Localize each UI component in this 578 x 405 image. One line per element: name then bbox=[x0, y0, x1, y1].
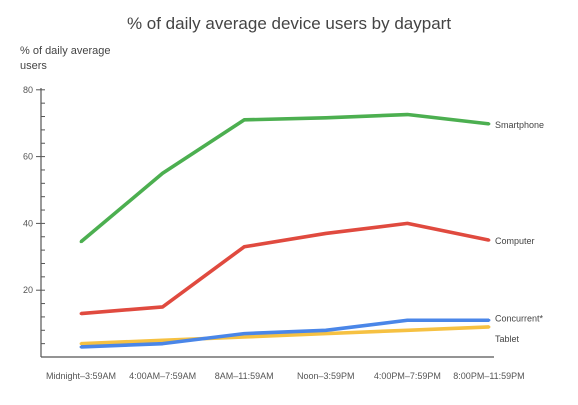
axes: 20 40 60 80 Midnight–3:59AM 4:00AM–7:59AM 8AM–… bbox=[23, 85, 525, 381]
data-point bbox=[324, 116, 328, 120]
x-tick-label: 4:00AM–7:59AM bbox=[129, 371, 196, 381]
x-tick-label: 8:00PM–11:59PM bbox=[453, 371, 524, 381]
series-line-smartphone bbox=[79, 112, 490, 244]
data-point bbox=[487, 122, 491, 126]
data-point bbox=[406, 328, 409, 332]
series-label: Tablet bbox=[495, 334, 520, 344]
y-tick-label: 20 bbox=[23, 285, 33, 295]
x-tick-label: Midnight–3:59AM bbox=[46, 371, 116, 381]
y-tick-label: 60 bbox=[23, 152, 33, 162]
data-point bbox=[161, 342, 165, 346]
data-point bbox=[487, 325, 491, 329]
chart-title: % of daily average device users by daypa… bbox=[126, 14, 452, 33]
x-tick-label: Noon–3:59PM bbox=[297, 371, 355, 381]
data-point bbox=[79, 342, 83, 346]
data-point bbox=[242, 245, 246, 249]
x-tick-label: 8AM–11:59AM bbox=[215, 371, 274, 381]
y-tick-label: 40 bbox=[23, 218, 33, 228]
data-point bbox=[324, 332, 328, 336]
data-point bbox=[79, 312, 83, 315]
data-point bbox=[324, 328, 328, 332]
data-point bbox=[161, 171, 165, 175]
series-label: Smartphone bbox=[495, 120, 544, 130]
data-point bbox=[406, 318, 409, 322]
series-label: Computer bbox=[495, 236, 535, 246]
data-point bbox=[406, 113, 409, 116]
series-label: Concurrent* bbox=[495, 313, 544, 323]
data-point bbox=[161, 305, 165, 309]
series-line-concurrent bbox=[80, 318, 489, 349]
y-axis-label: % of daily average users bbox=[20, 45, 111, 72]
data-point bbox=[242, 118, 246, 122]
series-layer bbox=[79, 112, 491, 349]
data-point bbox=[79, 345, 83, 349]
x-tick-label: 4:00PM–7:59PM bbox=[374, 371, 441, 381]
data-point bbox=[487, 318, 491, 322]
data-point bbox=[406, 222, 409, 225]
data-point bbox=[487, 238, 491, 242]
series-line-tablet bbox=[80, 325, 490, 346]
data-point bbox=[161, 338, 165, 342]
data-point bbox=[242, 332, 246, 336]
data-point bbox=[324, 232, 328, 235]
data-point bbox=[79, 240, 83, 244]
series-line-computer bbox=[80, 221, 490, 316]
y-tick-label: 80 bbox=[23, 85, 33, 95]
series-labels: Smartphone Computer Concurrent* Tablet bbox=[495, 120, 544, 344]
data-point bbox=[242, 335, 246, 339]
